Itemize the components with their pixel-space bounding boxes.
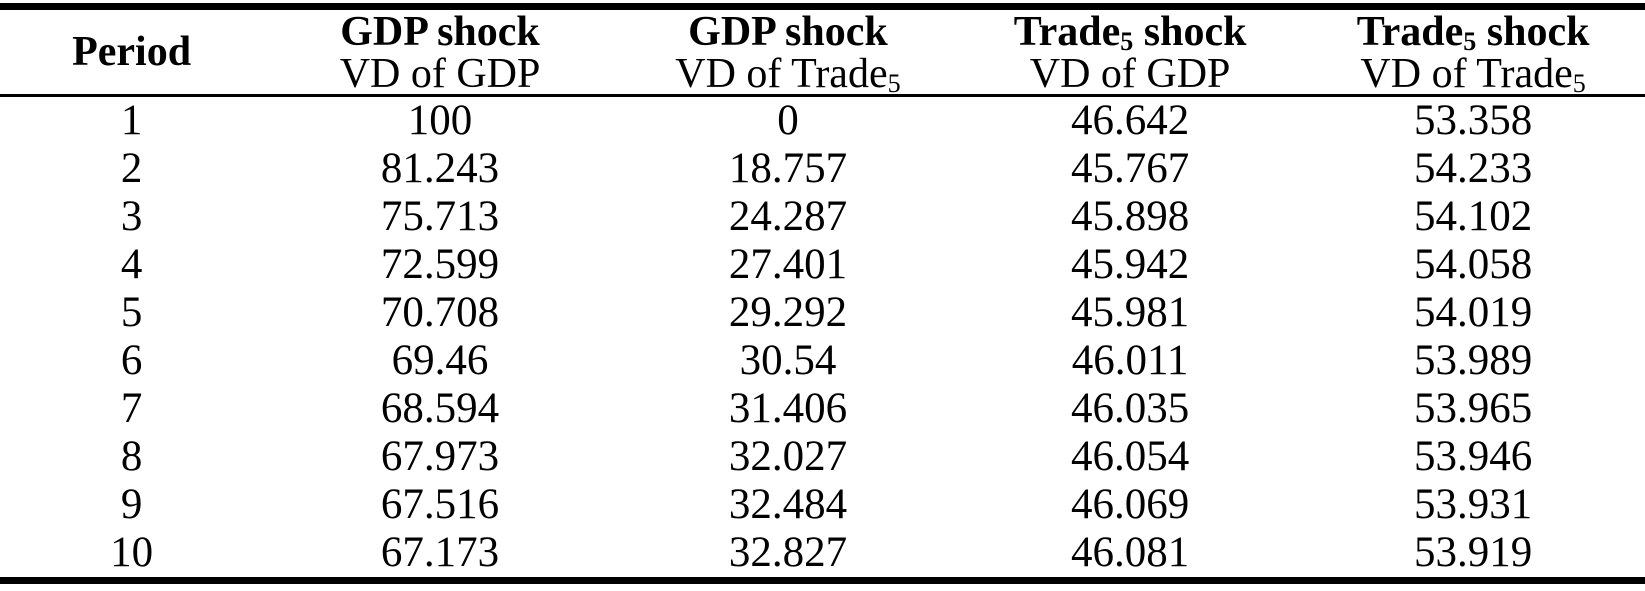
header-top-line: Trade5 shock xyxy=(959,10,1301,54)
cell-trade5-shock-vd-trade5: 54.233 xyxy=(1413,145,1533,192)
cell-period: 9 xyxy=(120,481,143,528)
cell-gdp-shock-vd-trade5: 32.027 xyxy=(728,433,848,480)
cell-gdp-shock-vd-trade5: 27.401 xyxy=(728,241,848,288)
cell-gdp-shock-vd-trade5: 18.757 xyxy=(728,145,848,192)
table-row: 10 67.173 32.827 46.081 53.919 xyxy=(0,529,1645,581)
cell-trade5-shock-vd-trade5: 53.358 xyxy=(1413,97,1533,144)
cell-trade5-shock-vd-trade5: 53.965 xyxy=(1413,385,1533,432)
cell-gdp-shock-vd-trade5: 24.287 xyxy=(728,193,848,240)
header-subscript: 5 xyxy=(887,68,901,98)
cell-trade5-shock-vd-gdp: 46.035 xyxy=(1070,385,1190,432)
cell-period: 5 xyxy=(120,289,143,336)
header-text: VD of Trade xyxy=(1360,51,1573,97)
cell-trade5-shock-vd-trade5: 53.989 xyxy=(1413,337,1533,384)
table-row: 9 67.516 32.484 46.069 53.931 xyxy=(0,481,1645,529)
cell-trade5-shock-vd-gdp: 46.081 xyxy=(1070,529,1190,576)
header-text: shock xyxy=(1476,9,1590,55)
header-subscript: 5 xyxy=(1572,68,1586,98)
cell-trade5-shock-vd-gdp: 46.054 xyxy=(1070,433,1190,480)
header-bottom-line: VD of Trade5 xyxy=(617,51,959,97)
table-row: 3 75.713 24.287 45.898 54.102 xyxy=(0,193,1645,241)
cell-trade5-shock-vd-gdp: 46.642 xyxy=(1070,97,1190,144)
cell-period: 3 xyxy=(120,193,143,240)
header-text: VD of Trade xyxy=(675,51,888,97)
header-text: VD of GDP xyxy=(339,51,541,97)
cell-period: 2 xyxy=(120,145,143,192)
cell-gdp-shock-vd-gdp: 81.243 xyxy=(380,145,500,192)
cell-period: 1 xyxy=(120,97,143,144)
cell-trade5-shock-vd-gdp: 45.981 xyxy=(1070,289,1190,336)
header-bottom-line: VD of GDP xyxy=(959,51,1301,97)
cell-gdp-shock-vd-gdp: 75.713 xyxy=(380,193,500,240)
header-text: GDP shock xyxy=(688,9,888,55)
table-row: 6 69.46 30.54 46.011 53.989 xyxy=(0,337,1645,385)
table-row: 2 81.243 18.757 45.767 54.233 xyxy=(0,145,1645,193)
cell-gdp-shock-vd-trade5: 29.292 xyxy=(728,289,848,336)
header-text: VD of GDP xyxy=(1029,51,1231,97)
cell-gdp-shock-vd-gdp: 67.973 xyxy=(380,433,500,480)
cell-period: 6 xyxy=(120,337,143,384)
cell-gdp-shock-vd-trade5: 0 xyxy=(777,97,799,144)
header-text: GDP shock xyxy=(340,9,540,55)
cell-gdp-shock-vd-gdp: 72.599 xyxy=(380,241,500,288)
header-subscript: 5 xyxy=(1463,26,1477,56)
cell-period: 10 xyxy=(110,529,154,576)
cell-trade5-shock-vd-trade5: 53.919 xyxy=(1413,529,1533,576)
header-text: shock xyxy=(1133,9,1247,55)
header-text: Trade xyxy=(1356,9,1464,55)
header-subscript: 5 xyxy=(1120,26,1134,56)
cell-trade5-shock-vd-gdp: 45.898 xyxy=(1070,193,1190,240)
cell-gdp-shock-vd-gdp: 67.173 xyxy=(380,529,500,576)
variance-decomposition-table: Period GDP shock VD of GDP GDP shock VD … xyxy=(0,3,1645,584)
cell-gdp-shock-vd-gdp: 68.594 xyxy=(380,385,500,432)
header-trade5-shock-vd-trade5: Trade5 shock VD of Trade5 xyxy=(1301,7,1645,96)
header-top-line: GDP shock xyxy=(263,10,617,54)
cell-period: 8 xyxy=(120,433,143,480)
table-row: 1 100 0 46.642 53.358 xyxy=(0,96,1645,146)
cell-gdp-shock-vd-trade5: 30.54 xyxy=(739,337,837,384)
table-row: 5 70.708 29.292 45.981 54.019 xyxy=(0,289,1645,337)
cell-period: 7 xyxy=(120,385,143,432)
cell-gdp-shock-vd-trade5: 32.484 xyxy=(728,481,848,528)
cell-gdp-shock-vd-gdp: 67.516 xyxy=(380,481,500,528)
header-bottom-line: VD of Trade5 xyxy=(1301,51,1645,97)
header-gdp-shock-vd-gdp: GDP shock VD of GDP xyxy=(263,7,617,96)
table-row: 7 68.594 31.406 46.035 53.965 xyxy=(0,385,1645,433)
header-text: Trade xyxy=(1013,9,1121,55)
cell-gdp-shock-vd-trade5: 31.406 xyxy=(728,385,848,432)
cell-trade5-shock-vd-trade5: 53.931 xyxy=(1413,481,1533,528)
table-header: Period GDP shock VD of GDP GDP shock VD … xyxy=(0,7,1645,96)
table-body: 1 100 0 46.642 53.358 2 81.243 18.757 45… xyxy=(0,96,1645,581)
header-period: Period xyxy=(0,7,263,96)
header-gdp-shock-vd-trade5: GDP shock VD of Trade5 xyxy=(617,7,959,96)
cell-trade5-shock-vd-gdp: 46.069 xyxy=(1070,481,1190,528)
cell-gdp-shock-vd-gdp: 70.708 xyxy=(380,289,500,336)
cell-trade5-shock-vd-gdp: 45.942 xyxy=(1070,241,1190,288)
cell-trade5-shock-vd-gdp: 45.767 xyxy=(1070,145,1190,192)
cell-period: 4 xyxy=(120,241,143,288)
table-row: 8 67.973 32.027 46.054 53.946 xyxy=(0,433,1645,481)
header-trade5-shock-vd-gdp: Trade5 shock VD of GDP xyxy=(959,7,1301,96)
header-top-line: Trade5 shock xyxy=(1301,10,1645,54)
cell-gdp-shock-vd-trade5: 32.827 xyxy=(728,529,848,576)
cell-trade5-shock-vd-gdp: 46.011 xyxy=(1071,337,1189,384)
header-bottom-line: VD of GDP xyxy=(263,51,617,97)
table-row: 4 72.599 27.401 45.942 54.058 xyxy=(0,241,1645,289)
header-row: Period GDP shock VD of GDP GDP shock VD … xyxy=(0,7,1645,96)
cell-trade5-shock-vd-trade5: 54.058 xyxy=(1413,241,1533,288)
header-top-line: GDP shock xyxy=(617,10,959,54)
cell-trade5-shock-vd-trade5: 54.019 xyxy=(1413,289,1533,336)
cell-gdp-shock-vd-gdp: 69.46 xyxy=(391,337,489,384)
header-period-label: Period xyxy=(72,29,192,75)
cell-gdp-shock-vd-gdp: 100 xyxy=(407,97,473,144)
cell-trade5-shock-vd-trade5: 53.946 xyxy=(1413,433,1533,480)
cell-trade5-shock-vd-trade5: 54.102 xyxy=(1413,193,1533,240)
